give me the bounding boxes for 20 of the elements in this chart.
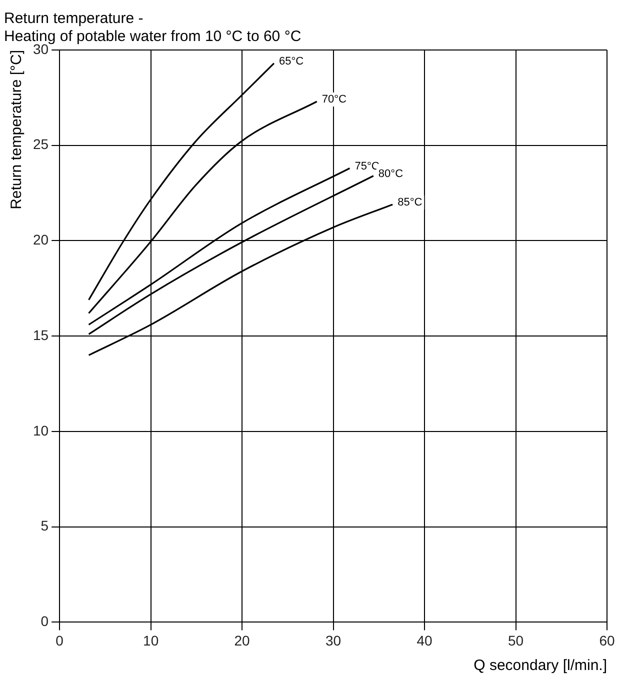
- x-tick-label: 60: [599, 632, 615, 648]
- y-tick-label: 15: [32, 326, 49, 343]
- x-tick-label: 10: [143, 632, 159, 648]
- x-tick-label: 40: [416, 632, 433, 648]
- y-tick-label: 25: [32, 136, 49, 152]
- series-label: 80°C: [378, 168, 404, 180]
- x-axis-title: Q secondary [l/min.]: [474, 657, 607, 674]
- x-tick-label: 50: [508, 632, 524, 648]
- y-tick-label: 20: [32, 232, 49, 248]
- x-tick-label: 0: [56, 632, 64, 648]
- x-tick-label: 30: [325, 632, 342, 648]
- x-tick-label: 20: [234, 632, 250, 648]
- series-label: 70°C: [322, 94, 346, 106]
- y-tick-label: 10: [32, 422, 49, 438]
- series-label: 85°C: [398, 196, 422, 209]
- series-label: 65°C: [278, 55, 304, 68]
- y-tick-label: 0: [40, 613, 49, 630]
- chart-title: Return temperature - Heating of potable water from 10 °C to 60 °C: [4, 10, 302, 46]
- y-axis-title: Return temperature [°C]: [8, 50, 26, 210]
- y-tick-label: 5: [40, 518, 49, 534]
